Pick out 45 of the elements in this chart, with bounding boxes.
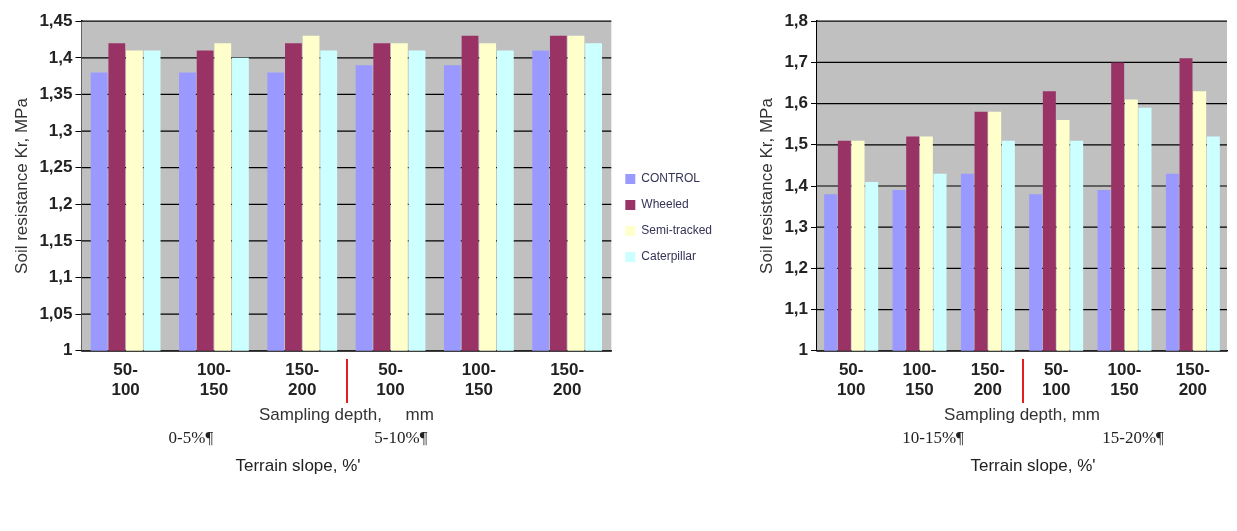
y-tick-label: 1,15	[39, 230, 73, 250]
text: 5-10%¶	[374, 428, 428, 448]
legend-label: CONTROL	[641, 171, 701, 186]
y-tick-label: 1,8	[784, 10, 809, 30]
y-tick-label: 1,4	[48, 47, 74, 67]
y-axis-title: Soil resistance Kr, MPa	[11, 97, 31, 274]
x-tick-label: 150- 200	[1175, 359, 1210, 400]
y-axis-title: Soil resistance Kr, MPa	[756, 97, 776, 274]
text: 0-5%¶	[168, 428, 214, 448]
y-tick-label: 1,25	[39, 157, 73, 177]
x-tick-label: 100- 150	[196, 359, 231, 400]
y-tick-label: 1,3	[784, 216, 809, 236]
x-tick-label: 50- 100	[376, 359, 405, 400]
x-tick-label: 150- 200	[550, 359, 585, 400]
legend-label: Caterpillar	[641, 249, 696, 264]
x-tick-label: 50- 100	[1041, 359, 1071, 400]
y-tick-label: 1,2	[784, 258, 809, 278]
y-tick-label: 1,5	[784, 134, 809, 154]
y-tick-label: 1,1	[48, 267, 73, 287]
x-axis-title: Sampling depth, mm	[944, 405, 1100, 425]
text: 10-15%¶	[902, 428, 964, 448]
y-tick-label: 1,6	[784, 93, 809, 113]
y-tick-label: 1,7	[784, 52, 809, 72]
legend-label: Wheeled	[641, 197, 689, 212]
y-tick-label: 1,2	[48, 194, 73, 213]
y-tick-label: 1	[798, 340, 809, 360]
x-axis-title: Sampling depth, mm	[258, 405, 434, 425]
x-tick-label: 50- 100	[837, 359, 866, 400]
y-tick-label: 1,35	[39, 84, 73, 104]
x-tick-label: 50- 100	[111, 359, 140, 400]
text: Terrain slope, %'	[969, 456, 1097, 476]
x-tick-label: 150- 200	[970, 359, 1005, 400]
y-tick-label: 1,05	[39, 303, 73, 323]
x-tick-label: 100- 150	[1107, 359, 1142, 400]
x-tick-label: 150- 200	[285, 359, 320, 400]
text: 15-20%¶	[1102, 428, 1164, 448]
x-tick-label: 100- 150	[461, 359, 496, 400]
y-tick-label: 1,4	[784, 175, 809, 195]
y-tick-label: 1	[63, 340, 73, 360]
y-tick-label: 1,45	[39, 10, 73, 30]
x-tick-label: 100- 150	[902, 359, 937, 400]
legend-label: Semi-tracked	[641, 223, 712, 238]
y-tick-label: 1,1	[784, 299, 809, 319]
y-tick-label: 1,3	[48, 120, 73, 140]
text: Terrain slope, %'	[234, 456, 362, 476]
